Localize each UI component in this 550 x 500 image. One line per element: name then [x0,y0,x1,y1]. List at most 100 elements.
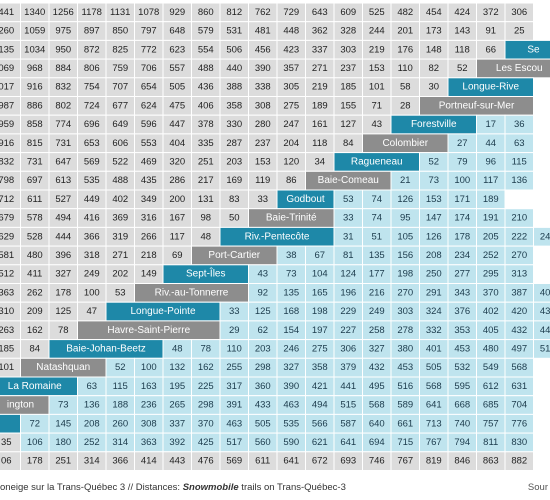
distance-value: 366 [84,231,100,242]
town-label: Baie-Johan-Beetz [66,343,146,354]
distance-value: 38 [286,250,297,261]
distance-value: 47 [86,306,97,317]
grid-cell-after [533,226,550,247]
distance-value: 185 [0,343,14,354]
distance-value: 262 [27,287,43,298]
distance-value: 275 [283,100,299,111]
distance-value: 101 [369,82,385,93]
distance-value: 72 [29,418,40,429]
distance-value: 621 [312,437,328,448]
distance-value: 104 [312,269,328,280]
distance-value: 731 [27,156,43,167]
distance-value: 120 [283,156,299,167]
distance-value: 100 [454,175,470,186]
distance-value: 512 [0,269,14,280]
distance-value: 794 [454,437,470,448]
distance-value: 713 [426,418,442,429]
distance-value: 84 [343,138,354,149]
distance-value: 69 [172,250,183,261]
distance-value: 266 [141,231,157,242]
distance-value: 560 [255,437,271,448]
distance-value: 613 [55,175,71,186]
distance-value: 53 [343,194,354,205]
distance-value: 143 [454,26,470,37]
distance-value: 411 [27,269,42,280]
distance-value: 125 [255,306,271,317]
grid-cell-after [504,170,534,191]
distance-value: 66 [485,44,496,55]
distance-value: 25 [514,26,525,37]
distance-value: 110 [227,343,242,354]
distance-value: 886 [27,100,43,111]
distance-value: 95 [400,213,411,224]
distance-value: 606 [112,138,128,149]
distance-value: 505 [169,82,185,93]
distance-value: 390 [283,381,299,392]
distance-value: 241 [540,231,550,242]
town-label-box [0,413,21,434]
distance-value: 314 [112,437,128,448]
distance-value: 416 [84,213,100,224]
distance-value: 200 [169,194,185,205]
distance-value: 463 [226,418,242,429]
distance-value: 405 [540,287,550,298]
distance-value: 494 [55,213,71,224]
distance-value: 117 [483,175,498,186]
distance-value: 757 [483,418,499,429]
distance-value: 762 [255,7,271,18]
distance-value: 287 [226,138,242,149]
distance-value: 987 [0,100,14,111]
town-label: Portneuf-sur-Mer [439,100,515,111]
distance-value: 27 [457,138,468,149]
distance-value: 372 [483,7,499,18]
distance-value: 127 [340,119,356,130]
distance-value: 609 [340,7,356,18]
town-label: Natashquan [36,362,90,373]
distance-value: 295 [483,269,499,280]
grid-cell-after [533,339,550,359]
distance-value: 52 [457,63,468,74]
distance-value: 391 [226,400,242,411]
distance-value: 589 [397,400,413,411]
distance-value: 535 [84,175,100,186]
distance-value: 349 [141,194,157,205]
distance-value: 438 [540,306,550,317]
town-label: Sept-Îles [186,267,225,280]
distance-value: 314 [84,456,100,467]
distance-value: 959 [0,119,14,130]
distance-value: 358 [226,100,242,111]
distance-value: 860 [198,7,214,18]
distance-value: 105 [397,231,413,242]
distance-value: 420 [511,306,527,317]
distance-value: 515 [340,400,356,411]
distance-value: 83 [229,194,240,205]
distance-value: 260 [112,418,128,429]
distance-value: 96 [485,156,496,167]
distance-value: 505 [255,418,271,429]
distance-value: 731 [55,138,71,149]
distance-value: 366 [112,456,128,467]
distance-value: 178 [27,456,43,467]
distance-value: 707 [112,82,128,93]
distance-value: 167 [169,213,185,224]
distance-value: 595 [454,381,470,392]
distance-value: 643 [312,7,328,18]
distance-value: 337 [312,44,328,55]
distance-value: 74 [371,213,382,224]
distance-value: 482 [397,7,413,18]
distance-value: 327 [283,362,299,373]
distance-value: 668 [454,400,470,411]
distance-value: 173 [426,26,442,37]
distance-value: 43 [257,269,268,280]
distance-value: 208 [84,418,100,429]
distance-value: 30 [428,82,439,93]
distance-value: 740 [454,418,470,429]
distance-value: 197 [312,325,328,336]
distance-value: 404 [169,138,185,149]
distance-value: 62 [257,325,268,336]
distance-value: 704 [511,400,527,411]
distance-value: 313 [511,269,527,280]
distance-value: 975 [55,26,71,37]
distance-value: 271 [112,250,128,261]
distance-value: 406 [198,100,214,111]
